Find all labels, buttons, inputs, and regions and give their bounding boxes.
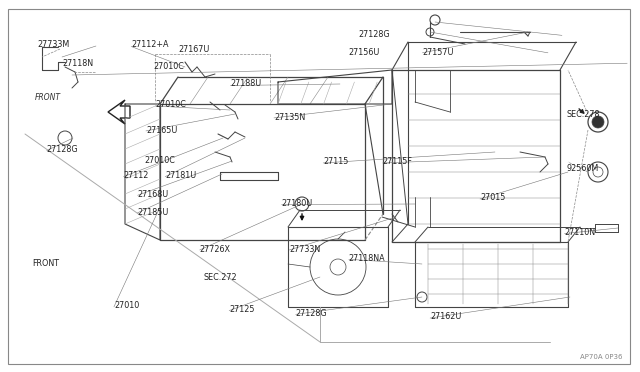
Text: 27156U: 27156U [349,48,380,57]
Text: 27118NA: 27118NA [349,254,385,263]
Text: 27135N: 27135N [274,113,305,122]
Text: AP70A 0P36: AP70A 0P36 [579,354,622,360]
Circle shape [592,116,604,128]
Text: 27180U: 27180U [282,199,313,208]
Text: 27128G: 27128G [296,309,327,318]
Text: SEC.278: SEC.278 [566,110,600,119]
Text: 27733N: 27733N [289,245,321,254]
Text: 27128G: 27128G [358,30,390,39]
Text: 27010C: 27010C [144,156,175,165]
Text: 27181U: 27181U [165,171,196,180]
Text: 27115: 27115 [323,157,349,166]
Text: 92560M: 92560M [566,164,598,173]
Text: 27185U: 27185U [138,208,169,217]
Text: 27110N: 27110N [564,228,596,237]
Text: 27118N: 27118N [63,59,94,68]
Text: 27168U: 27168U [138,190,169,199]
Text: FRONT: FRONT [35,93,61,102]
Text: 27165U: 27165U [146,126,177,135]
Text: 27733M: 27733M [37,40,69,49]
Text: 27112: 27112 [124,171,149,180]
Text: 27167U: 27167U [178,45,209,54]
Text: 27010C: 27010C [154,62,184,71]
Text: 27015: 27015 [480,193,506,202]
Text: 27115F: 27115F [383,157,413,166]
Text: 27162U: 27162U [430,312,461,321]
Text: SEC.272: SEC.272 [204,273,237,282]
Text: 27010C: 27010C [156,100,186,109]
Text: 27125: 27125 [229,305,255,314]
Text: 27726X: 27726X [200,245,230,254]
Text: 27112+A: 27112+A [131,40,169,49]
Text: 27188U: 27188U [230,79,262,88]
Text: 27010: 27010 [114,301,139,310]
Text: FRONT: FRONT [32,259,59,268]
Text: 27157U: 27157U [422,48,454,57]
Text: 27128G: 27128G [47,145,78,154]
